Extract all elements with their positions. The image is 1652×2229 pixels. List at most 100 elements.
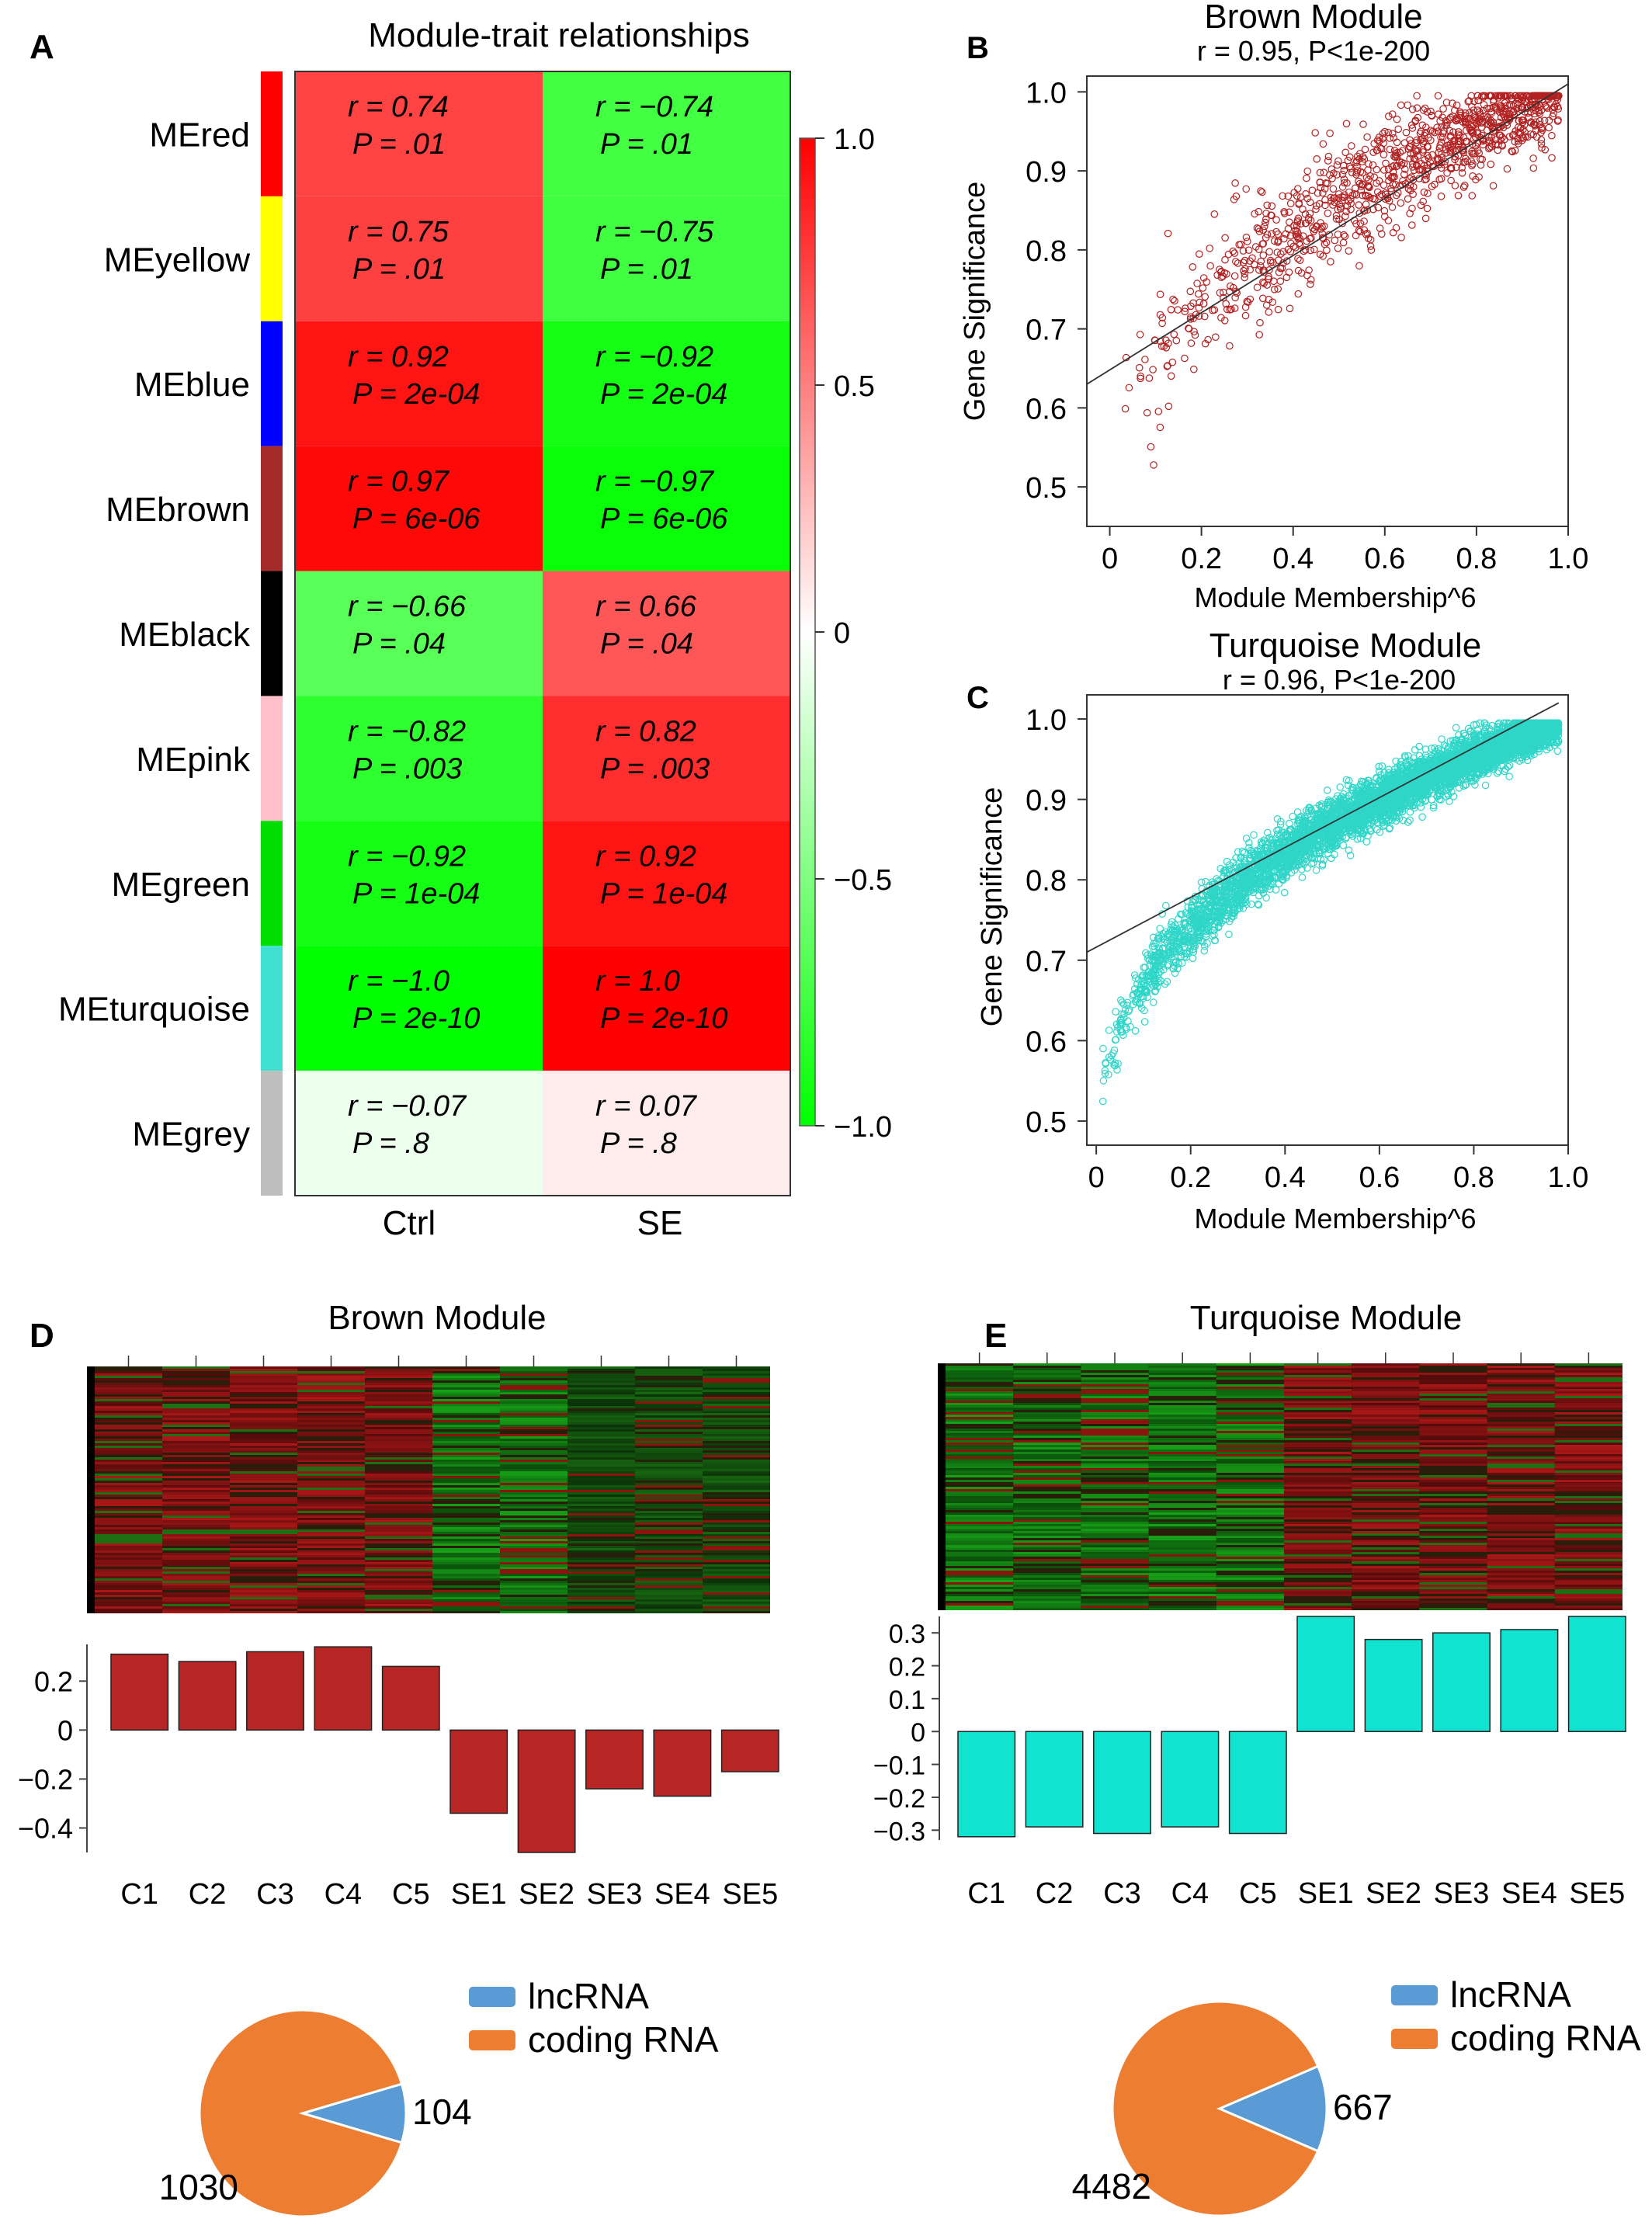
scatter-point (1411, 745, 1419, 754)
scatter-point (1319, 252, 1327, 260)
scatter-point (1373, 146, 1381, 155)
scatter-point (1348, 832, 1357, 840)
scatter-point (1424, 143, 1432, 151)
scatter-point (1294, 290, 1303, 298)
scatter-point (1509, 107, 1518, 116)
scatter-point (1347, 165, 1355, 172)
scatter-point (1259, 278, 1267, 286)
scatter-point (1346, 852, 1355, 859)
scatter-b-points (1121, 92, 1563, 469)
scatter-point (1111, 1061, 1119, 1070)
scatter-point (1410, 155, 1418, 162)
scatter-point (1296, 256, 1304, 264)
scatter-point (1251, 210, 1258, 218)
scatter-point (1140, 1018, 1149, 1026)
scatter-point (1413, 161, 1421, 169)
scatter-point (1406, 808, 1414, 816)
scatter-point (1294, 266, 1303, 275)
heatmap-cell (543, 196, 790, 321)
scatter-point (1360, 155, 1369, 163)
scatter-point (1421, 214, 1430, 223)
scatter-point (1241, 311, 1250, 320)
scatter-point (1509, 754, 1517, 762)
scatter-point (1376, 224, 1384, 232)
scatter-point (1438, 154, 1446, 161)
scatter-point (1420, 188, 1428, 196)
scatter-point (1408, 106, 1417, 113)
scatter-point (1276, 277, 1285, 285)
scatter-point (1299, 859, 1307, 866)
scatter-point (1286, 231, 1295, 240)
scatter-point (1401, 165, 1409, 173)
scatter-point (1338, 170, 1347, 179)
scatter-point (1393, 148, 1401, 157)
scatter-b-fit-line (1087, 83, 1568, 385)
cell-r-value: r = 0.66 (595, 591, 697, 623)
scatter-point (1307, 246, 1314, 255)
scatter-point (1466, 126, 1474, 134)
scatter-point (1137, 372, 1144, 380)
scatter-point (1355, 262, 1363, 270)
cell-p-value: P = 6e-06 (600, 503, 728, 536)
scatter-point (1169, 295, 1177, 304)
scatter-point (1347, 200, 1355, 207)
scatter-point (1362, 192, 1370, 200)
cell-p-value: P = .8 (600, 1127, 677, 1160)
scatter-point (1141, 356, 1149, 363)
scatter-point (1199, 284, 1207, 292)
scatter-point (1242, 835, 1251, 842)
cell-p-value: P = .01 (600, 128, 693, 161)
scatter-point (1462, 137, 1470, 146)
scatter-point (1494, 723, 1501, 731)
scatter-point (1417, 201, 1425, 210)
scatter-point (1263, 201, 1271, 210)
scatter-point (1102, 1060, 1109, 1068)
scatter-point (1279, 192, 1286, 200)
scatter-point (1541, 146, 1550, 154)
scatter-point (1150, 461, 1157, 469)
scatter-point (1474, 96, 1482, 105)
scatter-point (1187, 339, 1196, 347)
scatter-point (1353, 167, 1362, 175)
scatter-point (1537, 124, 1546, 133)
scatter-point (1163, 363, 1171, 370)
scatter-point (1320, 222, 1328, 231)
scatter-point (1282, 230, 1289, 238)
scatter-point (1518, 103, 1526, 111)
scatter-point (1410, 150, 1418, 158)
scatter-point (1386, 145, 1394, 154)
scatter-point (1316, 168, 1324, 177)
scatter-point (1255, 331, 1263, 339)
scatter-point (1473, 730, 1481, 738)
scatter-point (1231, 179, 1239, 187)
scatter-point (1376, 192, 1383, 200)
heatmap-cell (295, 1071, 543, 1196)
scatter-point (1459, 183, 1468, 191)
scatter-point (1150, 998, 1157, 1006)
scatter-point (1501, 92, 1510, 100)
scatter-point (1364, 166, 1372, 174)
scatter-point (1496, 131, 1504, 140)
module-color-swatch (261, 571, 283, 696)
scatter-point (1154, 408, 1163, 415)
scatter-point (1348, 142, 1355, 150)
cell-r-value: r = −0.07 (348, 1090, 467, 1123)
scatter-point (1265, 266, 1273, 274)
module-label: MEgreen (111, 866, 250, 904)
scatter-point (1537, 140, 1546, 148)
panel-label-b: B (967, 31, 989, 65)
scatter-point (1244, 238, 1251, 245)
scatter-point (1220, 316, 1229, 325)
scatter-point (1395, 158, 1404, 165)
scatter-point (1311, 129, 1319, 137)
scatter-point (1447, 176, 1455, 185)
scatter-point (1241, 303, 1250, 311)
scatter-point (1117, 1015, 1125, 1023)
scatter-point (1380, 151, 1388, 158)
scatter-point (1431, 180, 1439, 189)
scatter-point (1241, 256, 1249, 265)
scatter-point (1373, 165, 1381, 174)
scatter-point (1286, 200, 1295, 207)
scatter-point (1130, 971, 1139, 979)
